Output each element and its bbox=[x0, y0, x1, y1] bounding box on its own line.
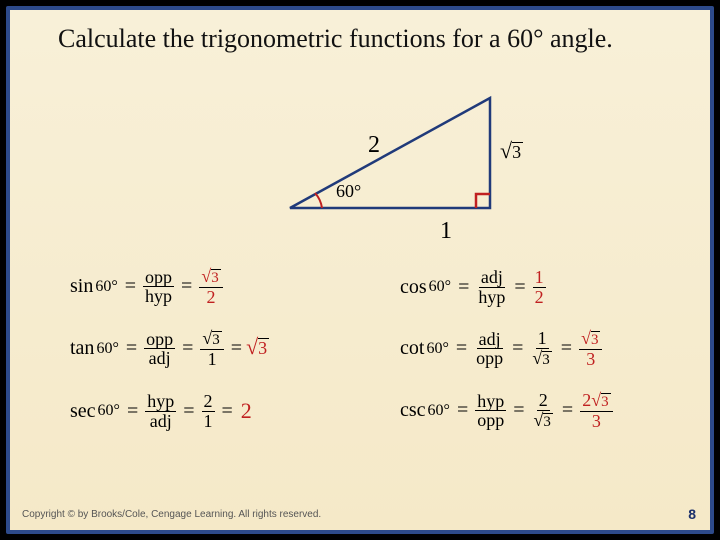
sec-frac-num: 2 1 bbox=[199, 392, 218, 431]
tan-frac-words: opp adj bbox=[141, 330, 178, 369]
triangle-outline bbox=[290, 98, 490, 208]
copyright-text: Copyright © by Brooks/Cole, Cengage Lear… bbox=[22, 509, 321, 520]
tan-equation: tan 60° = opp adj = √3 1 = √3 bbox=[70, 329, 400, 368]
fn-cos: cos bbox=[400, 276, 427, 299]
right-angle-marker bbox=[476, 194, 490, 208]
eq-sign: = bbox=[178, 337, 197, 360]
sin-frac-words: opp hyp bbox=[140, 268, 177, 307]
equations-area: sin 60° = opp hyp = √3 2 cos 60° = adj bbox=[70, 256, 674, 442]
angle-tan: 60° bbox=[94, 340, 121, 358]
cos-equation: cos 60° = adj hyp = 1 2 bbox=[400, 268, 549, 307]
page-number: 8 bbox=[688, 506, 696, 522]
cos-result: 1 2 bbox=[530, 268, 549, 307]
eq-sign: = bbox=[177, 275, 196, 298]
eq-sign: = bbox=[453, 399, 472, 422]
eq-sign: = bbox=[218, 400, 237, 423]
eq-sign: = bbox=[508, 337, 527, 360]
fn-tan: tan bbox=[70, 337, 94, 360]
fn-cot: cot bbox=[400, 337, 424, 360]
slide: Calculate the trigonometric functions fo… bbox=[6, 6, 714, 534]
tan-result: √3 bbox=[246, 337, 269, 360]
cot-frac-num: 1 √3 bbox=[527, 329, 556, 368]
angle-arc bbox=[315, 193, 322, 208]
sec-equation: sec 60° = hyp adj = 2 1 = 2 bbox=[70, 392, 400, 431]
csc-result: 2√3 3 bbox=[577, 391, 615, 430]
angle-csc: 60° bbox=[426, 402, 453, 420]
sin-result: √3 2 bbox=[196, 267, 225, 306]
sec-frac-words: hyp adj bbox=[142, 392, 179, 431]
cot-frac-words: adj opp bbox=[471, 330, 508, 369]
eq-row-1: sin 60° = opp hyp = √3 2 cos 60° = adj bbox=[70, 256, 674, 318]
fn-sec: sec bbox=[70, 400, 96, 423]
angle-cot: 60° bbox=[424, 340, 451, 358]
eq-row-3: sec 60° = hyp adj = 2 1 = 2 csc 60° = bbox=[70, 380, 674, 442]
csc-frac-num: 2 √3 bbox=[529, 391, 558, 430]
sec-result: 2 bbox=[237, 398, 252, 424]
eq-sign: = bbox=[509, 399, 528, 422]
page-title: Calculate the trigonometric functions fo… bbox=[58, 24, 613, 54]
eq-sign: = bbox=[454, 276, 473, 299]
triangle-diagram: 2 √3 1 60° bbox=[280, 88, 510, 218]
eq-sign: = bbox=[121, 275, 140, 298]
eq-sign: = bbox=[452, 337, 471, 360]
tan-frac-num: √3 1 bbox=[197, 329, 226, 368]
cos-frac-words: adj hyp bbox=[473, 268, 510, 307]
angle-sec: 60° bbox=[96, 402, 123, 420]
eq-sign: = bbox=[123, 400, 142, 423]
eq-sign: = bbox=[558, 399, 577, 422]
eq-row-2: tan 60° = opp adj = √3 1 = √3 cot bbox=[70, 318, 674, 380]
angle-sin: 60° bbox=[93, 278, 120, 296]
eq-sign: = bbox=[557, 337, 576, 360]
side-adj-label: 1 bbox=[440, 218, 452, 245]
cot-result: √3 3 bbox=[576, 329, 605, 368]
eq-sign: = bbox=[122, 337, 141, 360]
csc-frac-words: hyp opp bbox=[472, 392, 509, 431]
angle-label: 60° bbox=[336, 181, 361, 202]
eq-sign: = bbox=[227, 337, 246, 360]
sin-equation: sin 60° = opp hyp = √3 2 bbox=[70, 267, 400, 306]
eq-sign: = bbox=[510, 276, 529, 299]
cot-equation: cot 60° = adj opp = 1 √3 = √3 3 bbox=[400, 329, 605, 368]
side-opp-label: √3 bbox=[500, 142, 523, 163]
angle-cos: 60° bbox=[427, 278, 454, 296]
side-hyp-label: 2 bbox=[368, 132, 380, 159]
fn-csc: csc bbox=[400, 399, 426, 422]
fn-sin: sin bbox=[70, 275, 93, 298]
csc-equation: csc 60° = hyp opp = 2 √3 = 2√3 3 bbox=[400, 391, 616, 430]
eq-sign: = bbox=[179, 400, 198, 423]
